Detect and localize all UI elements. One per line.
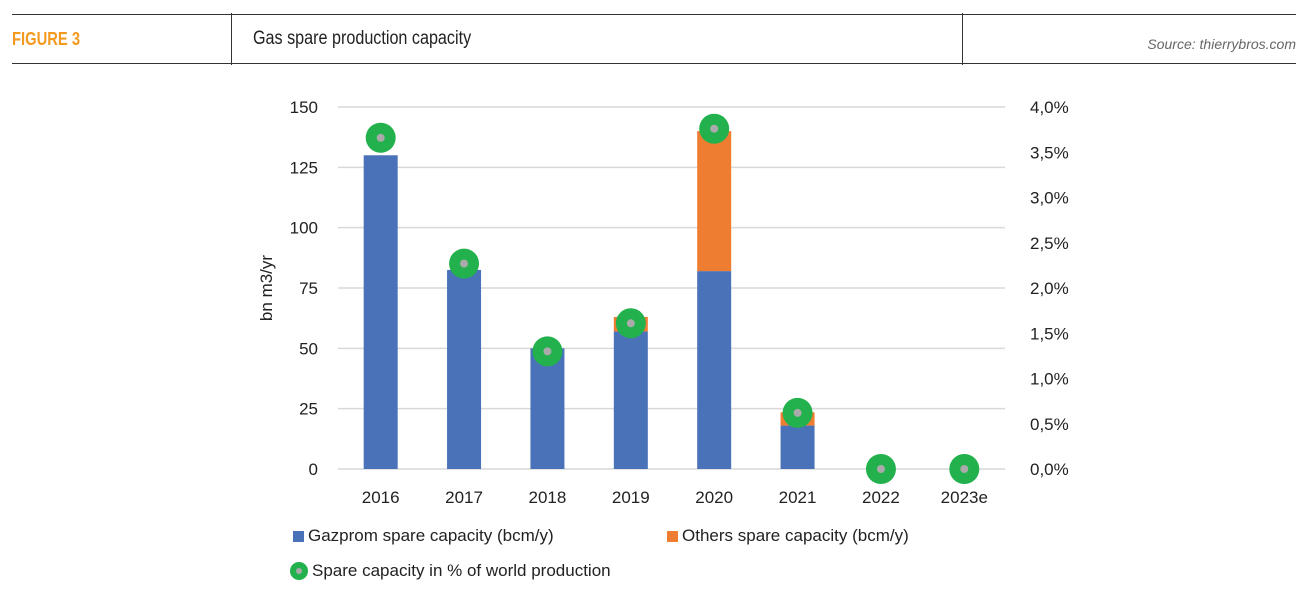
- y2-tick-label: 0,5%: [1030, 415, 1069, 434]
- percent-marker-center: [376, 133, 385, 142]
- y2-tick-label: 0,0%: [1030, 460, 1069, 479]
- divider: [962, 13, 963, 65]
- figure-title: Gas spare production capacity: [253, 28, 472, 49]
- bar-others: [697, 131, 732, 272]
- legend-marker: [290, 562, 308, 580]
- y2-tick-label: 1,5%: [1030, 324, 1069, 343]
- divider: [231, 13, 232, 65]
- y-tick-label: 25: [299, 400, 318, 419]
- legend-label: Gazprom spare capacity (bcm/y): [308, 526, 554, 545]
- legend-swatch: [293, 530, 304, 542]
- legend-gazprom: Gazprom spare capacity (bcm/y): [293, 526, 554, 546]
- percent-marker-center: [960, 465, 969, 473]
- y-tick-label: 150: [290, 98, 318, 117]
- y2-tick-label: 2,0%: [1030, 279, 1069, 298]
- legend-others: Others spare capacity (bcm/y): [667, 526, 909, 546]
- y-tick-label: 125: [290, 158, 318, 177]
- source-note: Source: thierrybros.com: [1147, 36, 1296, 52]
- legend-percent: Spare capacity in % of world production: [290, 561, 611, 581]
- y-tick-label: 75: [299, 279, 318, 298]
- percent-marker-center: [460, 259, 469, 268]
- bar-gazprom: [697, 271, 732, 469]
- x-tick-label: 2021: [779, 488, 817, 507]
- x-tick-label: 2018: [529, 488, 567, 507]
- bar-gazprom: [613, 331, 648, 469]
- legend-swatch: [667, 530, 678, 542]
- legend-label: Others spare capacity (bcm/y): [682, 526, 909, 545]
- x-tick-label: 2022: [862, 488, 900, 507]
- y-tick-label: 50: [299, 339, 318, 358]
- y2-tick-label: 1,0%: [1030, 370, 1069, 389]
- figure-header: FIGURE 3 Gas spare production capacity S…: [12, 13, 1296, 65]
- y2-tick-label: 4,0%: [1030, 98, 1069, 117]
- x-tick-label: 2016: [362, 488, 400, 507]
- y-axis-label: bn m3/yr: [257, 255, 276, 321]
- y2-tick-label: 2,5%: [1030, 234, 1069, 253]
- x-tick-label: 2020: [695, 488, 733, 507]
- percent-marker-center: [543, 347, 552, 356]
- figure-number: FIGURE 3: [12, 29, 81, 49]
- x-tick-label: 2017: [445, 488, 483, 507]
- bar-gazprom: [530, 348, 565, 469]
- percent-marker-center: [793, 408, 802, 417]
- percent-marker-center: [710, 124, 719, 133]
- x-tick-label: 2019: [612, 488, 650, 507]
- y2-tick-label: 3,5%: [1030, 143, 1069, 162]
- bar-gazprom: [780, 425, 815, 469]
- bar-gazprom: [447, 269, 482, 469]
- percent-marker-center: [876, 465, 885, 473]
- y-tick-label: 0: [309, 460, 318, 479]
- legend-label: Spare capacity in % of world production: [312, 561, 611, 580]
- bar-gazprom: [363, 155, 398, 469]
- y2-tick-label: 3,0%: [1030, 189, 1069, 208]
- x-tick-label: 2023e: [941, 488, 988, 507]
- percent-marker-center: [626, 319, 635, 328]
- y-tick-label: 100: [290, 219, 318, 238]
